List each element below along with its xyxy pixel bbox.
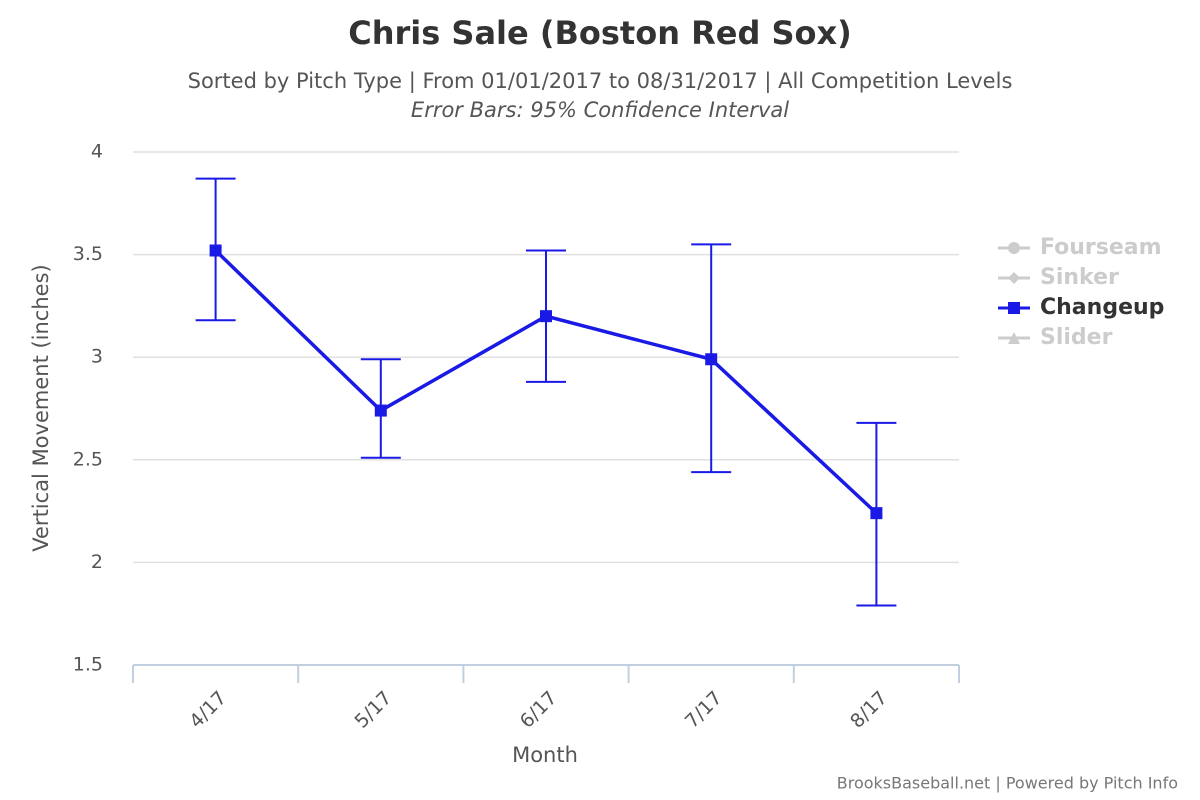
y-tick-label: 1.5 — [73, 654, 103, 676]
y-tick-label: 3 — [91, 346, 103, 368]
credits: BrooksBaseball.net | Powered by Pitch In… — [837, 774, 1178, 793]
point — [540, 310, 552, 323]
x-tick-label: 4/17 — [185, 687, 231, 733]
legend-label: Slider — [1040, 325, 1113, 350]
x-axis-title: Month — [512, 743, 578, 767]
x-tick-label: 6/17 — [516, 687, 562, 733]
chart-subtitle: Sorted by Pitch Type | From 01/01/2017 t… — [188, 69, 1013, 94]
y-tick-label: 2.5 — [73, 448, 103, 470]
y-tick-label: 2 — [91, 551, 103, 573]
y-tick-label: 3.5 — [73, 243, 103, 265]
legend-label: Fourseam — [1040, 235, 1162, 260]
point — [1008, 302, 1020, 314]
point — [1008, 242, 1020, 254]
point — [705, 353, 718, 366]
legend-label: Changeup — [1040, 295, 1164, 320]
point — [1008, 332, 1020, 344]
point — [1008, 272, 1020, 284]
x-tick-label: 7/17 — [681, 687, 727, 733]
chart-subtitle: Error Bars: 95% Confidence Interval — [411, 98, 789, 122]
chart-title: Chris Sale (Boston Red Sox) — [348, 14, 852, 52]
y-tick-label: 4 — [91, 141, 103, 163]
point — [209, 244, 222, 257]
legend-label: Sinker — [1040, 265, 1119, 290]
point — [870, 507, 883, 520]
y-axis-title: Vertical Movement (inches) — [29, 264, 53, 551]
point — [374, 404, 387, 417]
x-tick-label: 8/17 — [846, 687, 892, 733]
x-tick-label: 5/17 — [350, 687, 396, 733]
